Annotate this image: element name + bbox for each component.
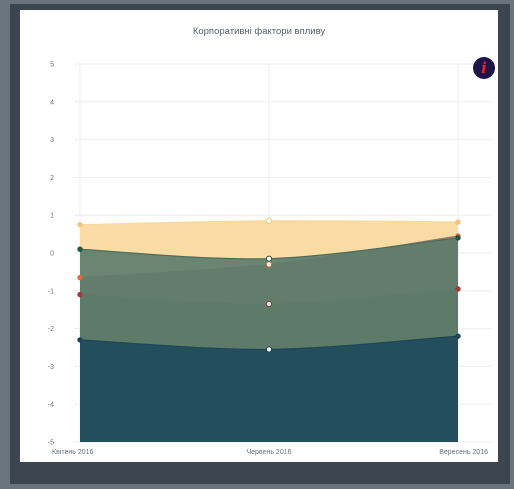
series-3-point (77, 246, 83, 252)
y-tick-label: 4 (50, 99, 54, 106)
info-button[interactable]: i (473, 57, 495, 79)
series-4-point (455, 333, 461, 339)
x-tick-label: Червень 2016 (246, 449, 291, 456)
chart-card: 5 4 3 2 1 0 -1 -2 -3 -4 -5 Квітень 2016 Червень 201… (20, 10, 498, 462)
x-tick-label: Квітень 2016 (52, 448, 94, 456)
area-chart: 5 4 3 2 1 0 -1 -2 -3 -4 -5 Квітень 2016 Червень 201… (48, 62, 492, 456)
y-tick-label: -2 (48, 326, 54, 333)
series-0-point (265, 217, 273, 224)
y-tick-label: -3 (48, 364, 54, 371)
info-icon: i (481, 58, 487, 77)
series-4-point (265, 346, 273, 353)
y-tick-label: -1 (48, 288, 54, 295)
y-tick-label: 5 (50, 62, 54, 69)
y-tick-label: -4 (48, 402, 54, 409)
y-tick-label: 1 (50, 213, 54, 220)
chart-title: Корпоративні фактори впливу (192, 26, 326, 37)
series-3-point (455, 235, 461, 241)
series-1-point (77, 274, 83, 281)
y-tick-label: 3 (50, 137, 54, 144)
y-tick-label: 2 (50, 175, 54, 182)
series-2-point (265, 300, 273, 308)
x-tick-label: Вересень 2016 (439, 449, 488, 456)
series-0-point (455, 219, 461, 225)
series-2-point (455, 286, 461, 292)
series-4-point (77, 337, 83, 343)
y-tick-label: -5 (48, 440, 54, 447)
y-tick-label: 0 (50, 251, 54, 258)
series-4-area (80, 336, 458, 442)
series-1-point (265, 261, 273, 268)
series-2-point (77, 291, 83, 298)
series-3-point (265, 255, 273, 262)
series-0-point (77, 221, 83, 228)
